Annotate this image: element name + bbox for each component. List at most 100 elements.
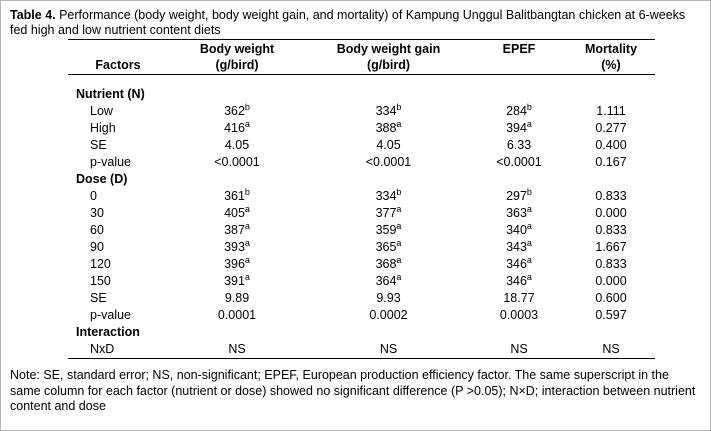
cell-value: 4.05 [376, 138, 401, 152]
cell-value: 0.833 [595, 223, 627, 237]
cell-value: 0.400 [595, 138, 627, 152]
section-row: Interaction [68, 324, 655, 341]
table-number: Table 4. [10, 8, 56, 22]
cell-value: 416 [224, 121, 245, 135]
cell-superscript: a [526, 220, 532, 231]
value-cell: <0.0001 [306, 154, 471, 171]
value-cell: 0.833 [567, 256, 655, 273]
cell-superscript: a [526, 271, 532, 282]
cell-value: 365 [375, 240, 397, 254]
value-cell: NS [471, 341, 567, 359]
cell-value: 0.0002 [369, 308, 408, 322]
table-row: NxD NS NS NS NS [68, 341, 655, 359]
factor-cell: NxD [68, 341, 168, 359]
table-caption: Table 4. Performance (body weight, body … [10, 8, 701, 38]
value-cell [567, 324, 655, 341]
value-cell: 0.597 [567, 307, 655, 324]
value-cell: NS [567, 341, 655, 359]
cell-superscript: a [244, 220, 250, 231]
cell-value: 0.000 [595, 274, 627, 288]
cell-superscript: a [244, 203, 250, 214]
data-table: Factors Body weight (g/bird) Body weight… [68, 39, 655, 359]
cell-value: 0.597 [595, 308, 627, 322]
value-cell: 0.0001 [168, 307, 306, 324]
cell-superscript: a [396, 271, 402, 282]
cell-value: 405 [224, 206, 245, 220]
cell-value: 377 [375, 206, 397, 220]
header-line-2: (g/bird) [366, 58, 411, 72]
header-mortality: Mortality (%) [567, 40, 655, 75]
cell-superscript: a [244, 254, 250, 265]
cell-superscript: a [244, 118, 250, 129]
cell-superscript: a [526, 118, 532, 129]
factor-cell: High [90, 121, 116, 135]
value-cell: 18.77 [471, 290, 567, 307]
cell-value: 9.93 [376, 291, 401, 305]
header-line-2: (g/bird) [215, 58, 259, 72]
section-row: Nutrient (N) [68, 75, 655, 104]
value-cell [168, 324, 306, 341]
cell-value: 18.77 [503, 291, 535, 305]
factor-cell: SE [90, 138, 107, 152]
value-cell: 396a [168, 254, 306, 273]
value-cell: NS [306, 341, 471, 359]
value-cell: 4.05 [168, 137, 306, 154]
header-line-1: Body weight gain [336, 42, 441, 56]
cell-value: 1.667 [595, 240, 627, 254]
table-row: 150 391a 364a 346a 0.000 [68, 271, 655, 290]
table-row: SE 4.05 4.05 6.33 0.400 [68, 137, 655, 154]
factor-cell: 0 [90, 189, 97, 203]
value-cell [168, 75, 306, 104]
cell-value: 340 [506, 223, 527, 237]
header-epef: EPEF [471, 40, 567, 75]
cell-value: <0.0001 [496, 155, 542, 169]
table-row: 30 405a 377a 363a 0.000 [68, 203, 655, 222]
cell-value: 4.05 [224, 138, 250, 152]
cell-superscript: a [244, 237, 250, 248]
cell-superscript: b [244, 101, 250, 112]
value-cell [567, 75, 655, 104]
value-cell: 388a [306, 119, 471, 137]
section-row: Dose (D) [68, 171, 655, 188]
cell-value: NS [228, 342, 246, 356]
cell-superscript: a [396, 237, 402, 248]
cell-value: 0.600 [595, 291, 627, 305]
cell-superscript: b [526, 186, 532, 197]
value-cell: 368a [306, 255, 471, 273]
factor-cell: p-value [90, 308, 131, 322]
table-row: 90 393a 365a 343a 1.667 [68, 237, 655, 256]
cell-value: 9.89 [224, 291, 250, 305]
value-cell: 4.05 [306, 137, 471, 154]
value-cell: 364a [306, 271, 471, 290]
value-cell: 0.0002 [306, 307, 471, 324]
table-row: 60 387a 359a 340a 0.833 [68, 220, 655, 239]
value-cell: 394a [471, 118, 567, 137]
cell-value: 346 [506, 257, 527, 271]
factor-cell: 90 [90, 240, 104, 254]
value-cell: 0.400 [567, 137, 655, 154]
factor-cell: Low [90, 104, 113, 118]
value-cell [471, 171, 567, 188]
cell-value: 0.833 [595, 189, 627, 203]
value-cell: 365a [306, 237, 471, 256]
cell-value: 0.0001 [217, 308, 257, 322]
header-body-weight-gain: Body weight gain (g/bird) [306, 40, 471, 75]
value-cell: 9.93 [306, 290, 471, 307]
cell-value: NS [510, 342, 528, 356]
cell-value: 334 [375, 189, 397, 203]
factor-cell: Nutrient (N) [76, 87, 145, 101]
cell-value: 394 [506, 121, 527, 135]
cell-value: <0.0001 [365, 155, 412, 169]
value-cell: 377a [306, 204, 471, 222]
cell-value: 362 [224, 104, 245, 118]
header-row: Factors Body weight (g/bird) Body weight… [68, 39, 655, 75]
cell-value: 1.111 [596, 104, 626, 118]
cell-value: 6.33 [506, 138, 532, 152]
cell-value: NS [602, 342, 620, 356]
value-cell: <0.0001 [168, 154, 306, 171]
value-cell: 9.89 [168, 290, 306, 307]
value-cell: 359a [306, 221, 471, 239]
table-caption-text: Performance (body weight, body weight ga… [10, 8, 686, 37]
header-line-1 [70, 41, 166, 57]
value-cell: 416a [168, 118, 306, 137]
